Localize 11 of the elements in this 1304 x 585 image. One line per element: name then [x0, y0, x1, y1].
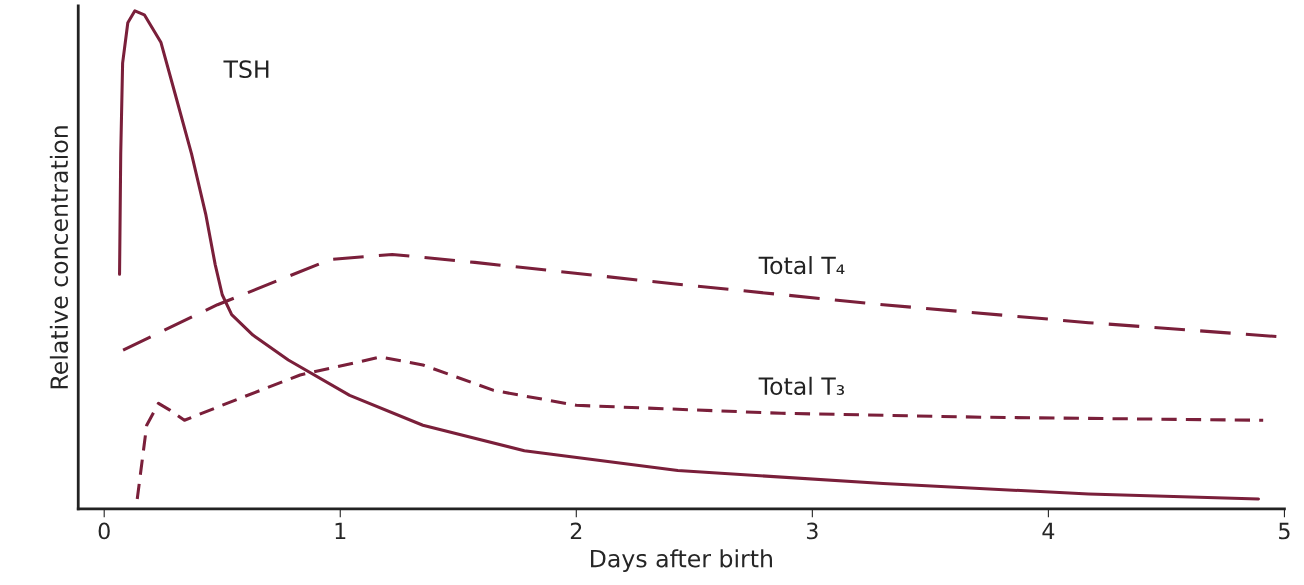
- annotation: Total T₃: [758, 376, 845, 396]
- x-axis-title: Days after birth: [591, 549, 772, 573]
- x-tick-label: 0: [98, 522, 110, 540]
- y-axis-title: Relative concentration: [49, 126, 69, 389]
- annotation: TSH: [223, 60, 269, 79]
- x-tick-label: 5: [1279, 522, 1290, 540]
- x-tick-label: 3: [806, 522, 818, 540]
- x-tick-label: 2: [570, 522, 582, 540]
- x-tick-label: 4: [1042, 522, 1055, 540]
- annotation: Total T₄: [758, 256, 845, 275]
- x-tick-label: 1: [335, 522, 346, 540]
